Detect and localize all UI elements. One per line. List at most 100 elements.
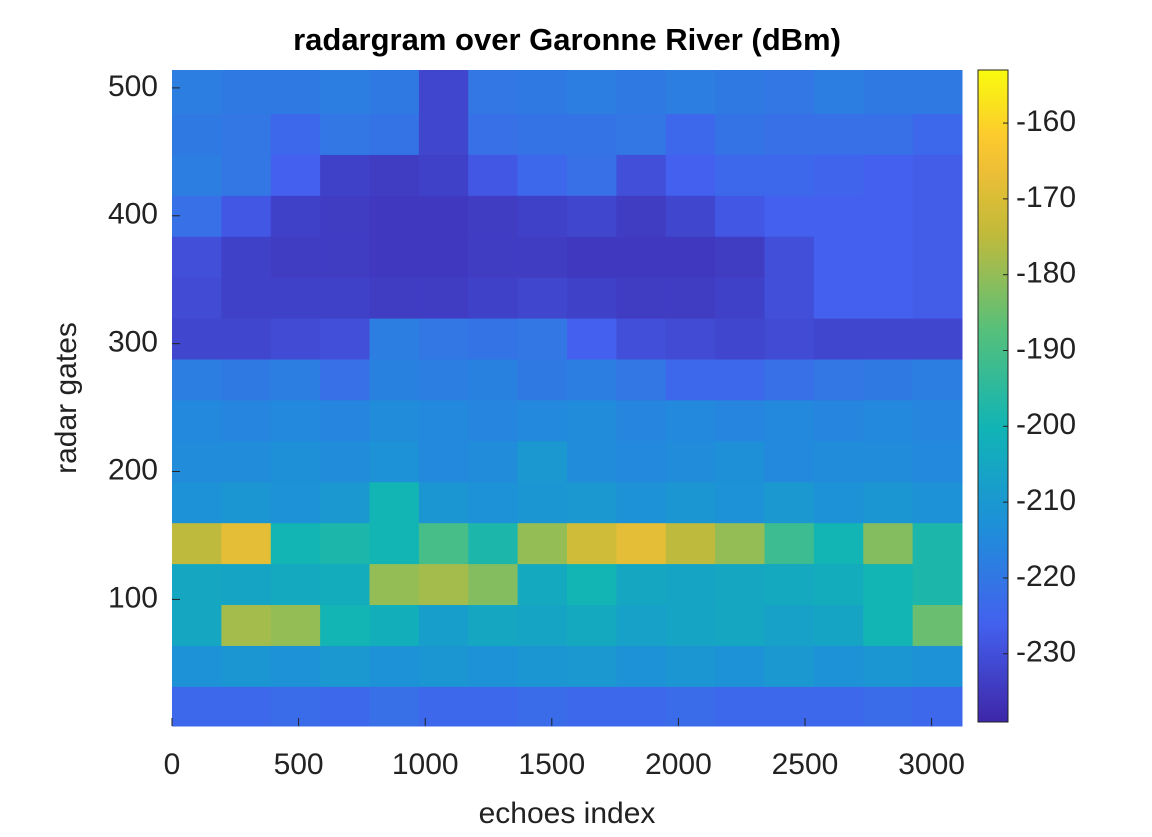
heat-cell (172, 563, 222, 606)
heat-cell (172, 440, 222, 483)
heat-cell (418, 318, 469, 360)
heat-cell (567, 236, 617, 278)
heat-cell (221, 70, 272, 114)
heat-cell (715, 154, 765, 196)
heat-cell (813, 522, 864, 565)
heat-cell (172, 358, 222, 401)
heat-cell (715, 70, 765, 114)
colorbar-tick-label: -180 (1016, 257, 1076, 290)
heat-cell (369, 277, 420, 319)
heat-cell (863, 481, 914, 524)
heat-cell (764, 318, 815, 360)
heat-cell (715, 195, 765, 237)
colorbar-tick-label: -170 (1016, 181, 1076, 214)
heat-cell (221, 195, 272, 237)
heat-cell (270, 645, 321, 687)
heat-cell (517, 236, 568, 278)
heat-cell (616, 399, 667, 442)
heat-cell (616, 522, 667, 565)
heat-cell (270, 113, 321, 155)
chart-title: radargram over Garonne River (dBm) (293, 22, 841, 57)
heat-cell (221, 399, 272, 442)
heat-cell (517, 604, 568, 646)
heat-cell (912, 399, 963, 442)
heat-cell (517, 277, 568, 319)
heat-cell (665, 70, 716, 114)
heat-cell (912, 358, 963, 401)
heat-cell (221, 318, 272, 360)
heat-cell (468, 481, 519, 524)
heat-cell (320, 440, 370, 483)
heat-cell (567, 563, 617, 606)
heat-cell (665, 358, 716, 401)
heat-cell (715, 563, 765, 606)
heat-cell (320, 399, 370, 442)
heat-cell (320, 563, 370, 606)
heat-cell (912, 686, 963, 727)
heat-cell (912, 563, 963, 606)
heat-cell (320, 604, 370, 646)
heat-cell (764, 686, 815, 727)
heat-cell (468, 277, 519, 319)
heat-cell (468, 563, 519, 606)
heat-cell (270, 481, 321, 524)
heat-cell (764, 154, 815, 196)
heat-cell (912, 154, 963, 196)
heat-cell (517, 70, 568, 114)
heat-cell (863, 645, 914, 687)
heat-cell (172, 318, 222, 360)
heat-cell (863, 358, 914, 401)
heat-cell (172, 236, 222, 278)
y-tick-label: 400 (108, 198, 158, 231)
heat-cell (221, 686, 272, 727)
heat-cell (320, 686, 370, 727)
heat-cell (616, 154, 667, 196)
heat-cell (616, 481, 667, 524)
heat-cell (665, 686, 716, 727)
heat-cell (567, 113, 617, 155)
heat-cell (665, 604, 716, 646)
heat-cell (715, 645, 765, 687)
heat-cell (468, 686, 519, 727)
colorbar-tick-label: -210 (1016, 484, 1076, 517)
heat-cell (320, 645, 370, 687)
heat-cell (468, 318, 519, 360)
heat-cell (567, 70, 617, 114)
heat-cell (863, 686, 914, 727)
heat-cell (369, 70, 420, 114)
heat-cell (320, 113, 370, 155)
heat-cell (221, 113, 272, 155)
heat-cell (320, 358, 370, 401)
heat-cell (665, 440, 716, 483)
heat-cell (369, 358, 420, 401)
heat-cell (764, 399, 815, 442)
heat-cell (616, 686, 667, 727)
heat-cell (369, 318, 420, 360)
heat-cell (567, 604, 617, 646)
colorbar-tick-label: -230 (1016, 636, 1076, 669)
heat-cell (813, 195, 864, 237)
colorbar-tick-label: -220 (1016, 560, 1076, 593)
heat-cell (517, 563, 568, 606)
x-tick-label: 1500 (518, 748, 585, 781)
heat-cell (567, 195, 617, 237)
heat-cell (715, 686, 765, 727)
heat-cell (369, 399, 420, 442)
heat-cell (567, 399, 617, 442)
heat-cell (517, 318, 568, 360)
heat-cell (172, 195, 222, 237)
heat-cell (764, 645, 815, 687)
heat-cell (418, 195, 469, 237)
heat-cell (172, 645, 222, 687)
heat-cell (320, 195, 370, 237)
heat-cell (715, 113, 765, 155)
heat-cell (616, 358, 667, 401)
heat-cell (764, 195, 815, 237)
heat-cell (320, 154, 370, 196)
heat-cell (270, 70, 321, 114)
heat-cell (172, 604, 222, 646)
heat-cell (172, 154, 222, 196)
heat-cell (764, 236, 815, 278)
heat-cell (418, 522, 469, 565)
